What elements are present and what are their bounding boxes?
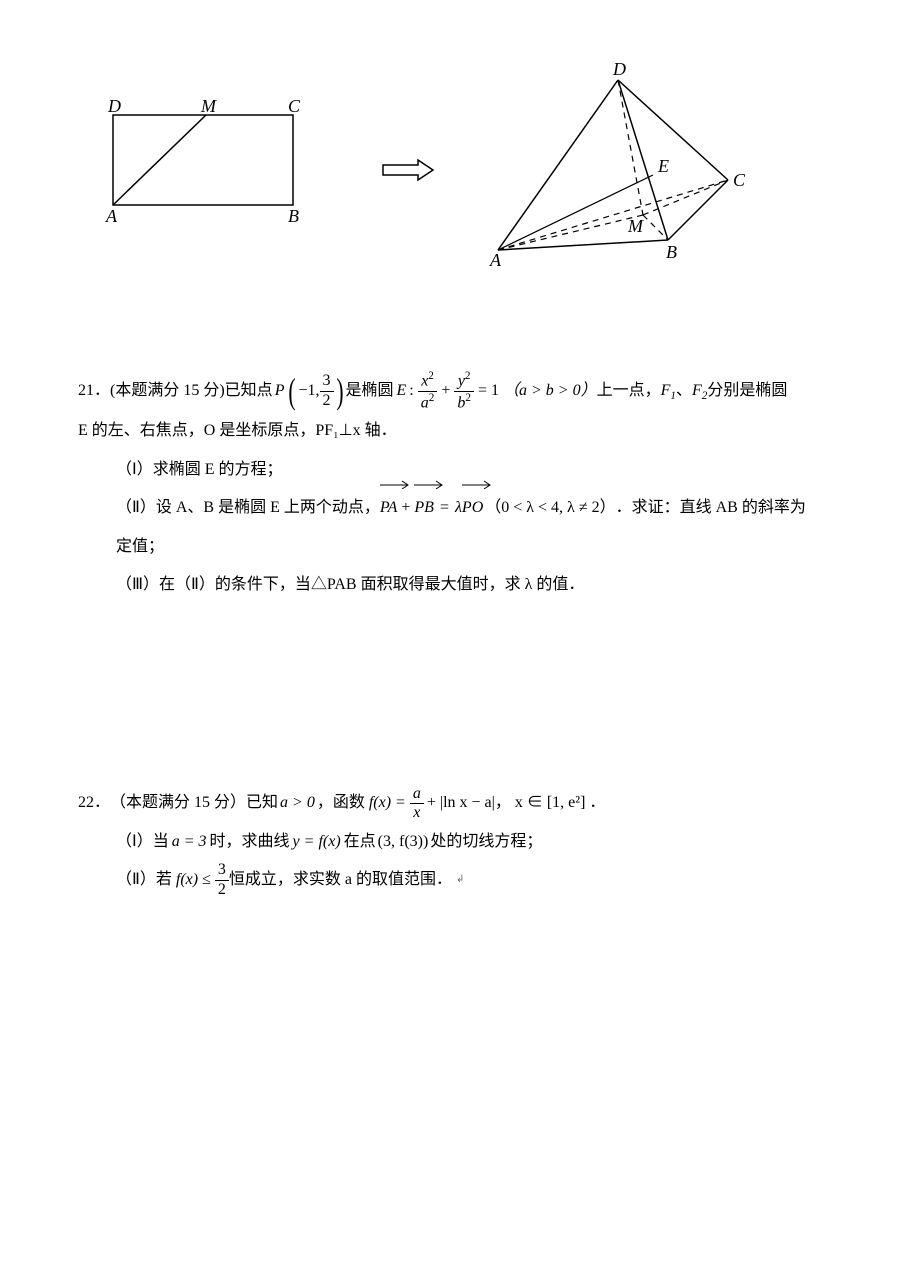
p22-p1-mid: 时，求曲线 [210,823,290,861]
arrow-icon [378,155,438,185]
p22-p1-mid2: 在点 [344,823,376,861]
p22-domain: ， x ∈ [1, e²] ． [495,784,606,822]
p21-part2-tail: ．求证：直线 AB 的斜率为 [616,489,806,527]
p22-bound-den: 2 [215,881,229,899]
p21-F1: F1 [661,372,676,410]
p22-bound: 3 2 [215,861,229,899]
label-B2: B [666,242,677,262]
frac-num: 3 [320,372,334,391]
label-D2: D [612,60,626,79]
label-A2: A [489,250,502,270]
p21-line-2: E 的左、右焦点，O 是坐标原点，PF₁⊥x 轴． [78,412,842,450]
p21-number: 21． [78,372,110,410]
diagram-solid-svg: D E C M A B [468,60,768,280]
p21-lambda: λ [455,489,462,527]
p21-cond: （a > b > 0） [503,372,597,410]
vec-arrow-icon [462,479,492,489]
p22-p1-tail: 处的切线方程； [430,823,542,861]
problem-22: 22． （本题满分 15 分）已知 a > 0 ，函数 f(x) = a x +… [78,784,842,899]
frac-den: 2 [320,392,334,410]
p22-fx: f(x) = [369,784,406,822]
p22-a-cond: a > 0 [280,784,315,822]
p22-bound-num: 3 [215,861,229,880]
label-M: M [200,100,217,116]
p22-fx-leq: f(x) ≤ [176,861,211,899]
p22-p2-tail: 恒成立，求实数 a 的取值范围． [229,861,452,899]
p21-eq-sign: = [440,489,449,527]
p21-eq-prefix: : [409,372,413,410]
frac1-den: a2 [418,392,438,413]
p22-yfx: y = f(x) [293,823,341,861]
vec-arrow-icon [414,479,444,489]
p21-plus2: + [401,489,410,527]
p22-frac-num: a [410,785,424,804]
p21-tail2: 分别是椭圆 [707,372,787,410]
p21-part2-line: （Ⅱ）设 A、B 是椭圆 E 上两个动点， PA + PB = λ PO （0 … [78,489,842,527]
p22-frac: a x [410,785,424,823]
p21-part2-head: （Ⅱ）设 A、B 是椭圆 E 上两个动点， [116,489,380,527]
figure-tetrahedron: D E C M A B [468,60,768,288]
figure-rectangle-amcd: D M C A B [88,100,318,238]
p21-F2: F2 [692,372,707,410]
vec-arrow-icon [380,479,410,489]
paren-l: ( [289,373,296,409]
vec-PO: PO [462,489,483,527]
p22-prefix: （本题满分 15 分）已知 [110,784,278,822]
label-M2: M [627,216,644,236]
paren-r: ) [336,373,343,409]
label-B: B [288,206,299,226]
label-E2: E [657,156,669,176]
label-C: C [288,100,301,116]
cursor-marker-icon: ↲ [456,868,463,892]
p21-part2-cond: （0 < λ < 4, λ ≠ 2） [485,489,615,527]
label-D: D [107,100,121,116]
document-page: D M C A B [0,0,920,960]
p22-func-head: ，函数 [317,784,365,822]
p22-part1: （Ⅰ）当 a = 3 时，求曲线 y = f(x) 在点 (3, f(3)) 处… [78,823,842,861]
p21-coord-x: −1, [298,372,319,410]
frac2-num: y2 [454,370,474,392]
p21-part1: （Ⅰ）求椭圆 E 的方程； [78,451,842,489]
p22-a3: a = 3 [172,823,207,861]
frac1-num: x2 [418,370,438,392]
problem-21: 21． (本题满分 15 分)已知点 P ( −1, 3 2 ) 是椭圆 E :… [78,370,842,604]
p21-part3: （Ⅲ）在（Ⅱ）的条件下，当△PAB 面积取得最大值时，求 λ 的值． [78,566,842,604]
p22-p2-head: （Ⅱ）若 [116,861,172,899]
p22-p1-head: （Ⅰ）当 [116,823,169,861]
p22-plus-abs: + |ln x − a| [427,784,495,822]
diagram-rect-svg: D M C A B [88,100,318,230]
p21-plus: + [441,372,450,410]
p21-frac2: y2 b2 [454,370,474,412]
p21-eqrhs: = 1 [478,372,499,410]
p21-frac1: x2 a2 [418,370,438,412]
vec-PB: PB [414,489,434,527]
p21-tail1: 上一点， [597,372,661,410]
p22-part2: （Ⅱ）若 f(x) ≤ 3 2 恒成立，求实数 a 的取值范围． ↲ [78,861,842,899]
transform-arrow [378,155,438,193]
p21-prefix: (本题满分 15 分)已知点 [110,372,273,410]
p21-E: E [397,372,407,410]
frac2-den: b2 [454,392,474,413]
p22-point: (3, f(3)) [378,823,429,861]
p22-number: 22． [78,784,110,822]
p21-between1: 是椭圆 [346,372,394,410]
p21-F-sep: 、 [676,372,692,410]
vec-PA: PA [380,489,397,527]
p22-frac-den: x [410,804,424,822]
p21-part2-end: 定值； [78,528,842,566]
p21-P: P [275,372,285,410]
p22-line-1: 22． （本题满分 15 分）已知 a > 0 ，函数 f(x) = a x +… [78,784,842,822]
p21-line-1: 21． (本题满分 15 分)已知点 P ( −1, 3 2 ) 是椭圆 E :… [78,370,842,412]
figures-row: D M C A B [78,60,842,280]
p21-coord-y: 3 2 [320,372,334,410]
label-C2: C [733,170,746,190]
label-A: A [105,206,118,226]
